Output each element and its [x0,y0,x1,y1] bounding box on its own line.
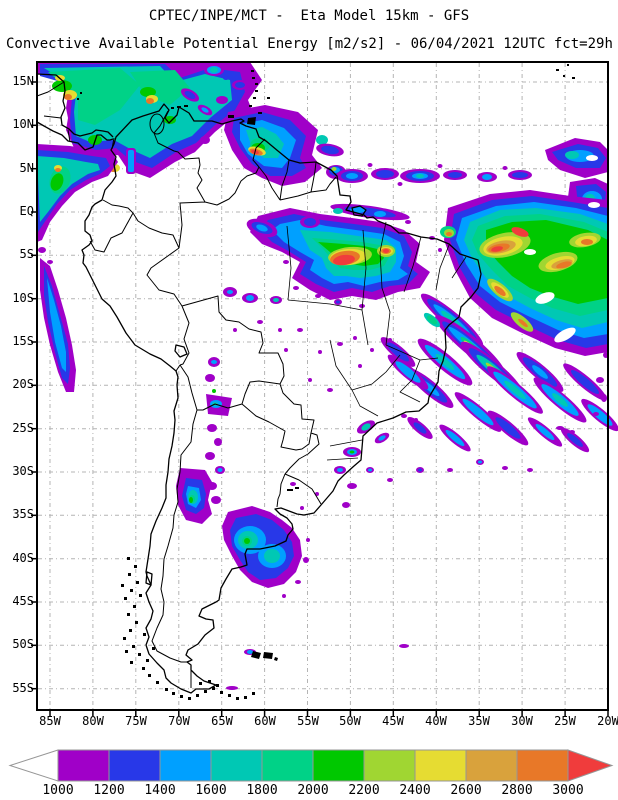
lat-label: 5S [19,247,34,261]
lat-label: 35S [12,507,34,521]
colorbar-tick-label: 2400 [399,783,431,798]
colorbar-tick-label: 1000 [42,783,74,798]
colorbar-segment [261,749,314,782]
lon-label: 80W [82,714,104,728]
colorbar-segment [312,749,365,782]
lon-label: 45W [382,714,404,728]
lat-label: 15N [12,74,34,88]
colorbar-under-arrow-icon [8,749,59,782]
state-borders [286,221,467,461]
lon-label: 40W [425,714,447,728]
lon-label: 20W [597,714,618,728]
lon-label: 50W [339,714,361,728]
lat-label: 10N [12,117,34,131]
colorbar-segment [414,749,467,782]
islands [77,64,575,661]
colorbar-over-arrow-icon [567,749,614,782]
colorbar-segment [57,749,110,782]
lon-label: 30W [511,714,533,728]
colorbar-tick-label: 2000 [297,783,329,798]
lon-label: 35W [468,714,490,728]
coastline [36,73,482,694]
lat-label: 45S [12,594,34,608]
lat-label: 15S [12,334,34,348]
lat-label: 20S [12,377,34,391]
lat-label: 55S [12,681,34,695]
colorbar-segment [159,749,212,782]
country-borders [36,81,337,688]
lat-label: EQ [19,204,34,218]
colorbar-tick-label: 3000 [552,783,584,798]
colorbar-graphics [8,749,614,782]
colorbar-segment [210,749,263,782]
colorbar-segment [108,749,161,782]
colorbar-tick-label: 1200 [93,783,125,798]
lon-label: 25W [554,714,576,728]
cape-field [37,62,618,690]
lon-label: 55W [297,714,319,728]
terrain-speckles [121,557,255,700]
lat-label: 10S [12,291,34,305]
page-subtitle: Convective Available Potential Energy [m… [6,36,613,52]
colorbar-tick-label: 1400 [144,783,176,798]
lon-label: 70W [168,714,190,728]
colorbar-tick-label: 2600 [450,783,482,798]
page-title: CPTEC/INPE/MCT - Eta Model 15km - GFS [148,8,470,24]
colorbar-tick-label: 1800 [246,783,278,798]
colorbar-tick-label: 1600 [195,783,227,798]
lon-label: 85W [39,714,61,728]
lat-label: 30S [12,464,34,478]
colorbar-tick-label: 2800 [501,783,533,798]
colorbar-tick-label: 2200 [348,783,380,798]
lon-label: 75W [125,714,147,728]
lat-label: 25S [12,421,34,435]
lon-label: 60W [254,714,276,728]
colorbar-segment [516,749,569,782]
map-frame [36,61,609,711]
lat-label: 50S [12,637,34,651]
colorbar-segment [465,749,518,782]
lon-label: 65W [211,714,233,728]
colorbar-segment [363,749,416,782]
lat-label: 40S [12,551,34,565]
lat-label: 5N [19,161,34,175]
